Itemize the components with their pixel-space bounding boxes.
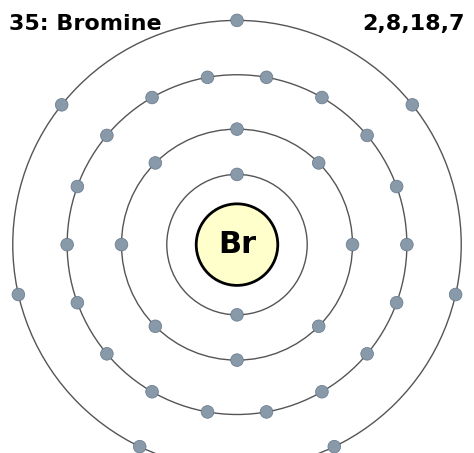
Text: Br: Br [218,230,256,259]
Circle shape [12,288,25,301]
Circle shape [390,180,403,193]
Circle shape [146,91,158,104]
Text: 2,8,18,7: 2,8,18,7 [362,14,465,34]
Circle shape [401,238,413,251]
Circle shape [201,405,214,418]
Circle shape [231,123,243,135]
Circle shape [312,320,325,333]
Circle shape [361,347,374,360]
Circle shape [201,71,214,84]
Circle shape [406,98,419,111]
Circle shape [231,354,243,366]
Circle shape [149,320,162,333]
Circle shape [316,386,328,398]
Circle shape [231,14,243,27]
Circle shape [71,180,84,193]
Circle shape [231,308,243,321]
Circle shape [61,238,73,251]
Circle shape [316,91,328,104]
Circle shape [133,440,146,453]
Circle shape [115,238,128,251]
Circle shape [100,347,113,360]
Circle shape [312,157,325,169]
Circle shape [146,386,158,398]
Circle shape [449,288,462,301]
Circle shape [231,168,243,181]
Circle shape [55,98,68,111]
Circle shape [346,238,359,251]
Circle shape [196,204,278,285]
Circle shape [71,296,84,309]
Circle shape [260,71,273,84]
Circle shape [390,296,403,309]
Circle shape [260,405,273,418]
Circle shape [361,129,374,142]
Circle shape [100,129,113,142]
Circle shape [149,157,162,169]
Text: 35: Bromine: 35: Bromine [9,14,162,34]
Circle shape [328,440,341,453]
